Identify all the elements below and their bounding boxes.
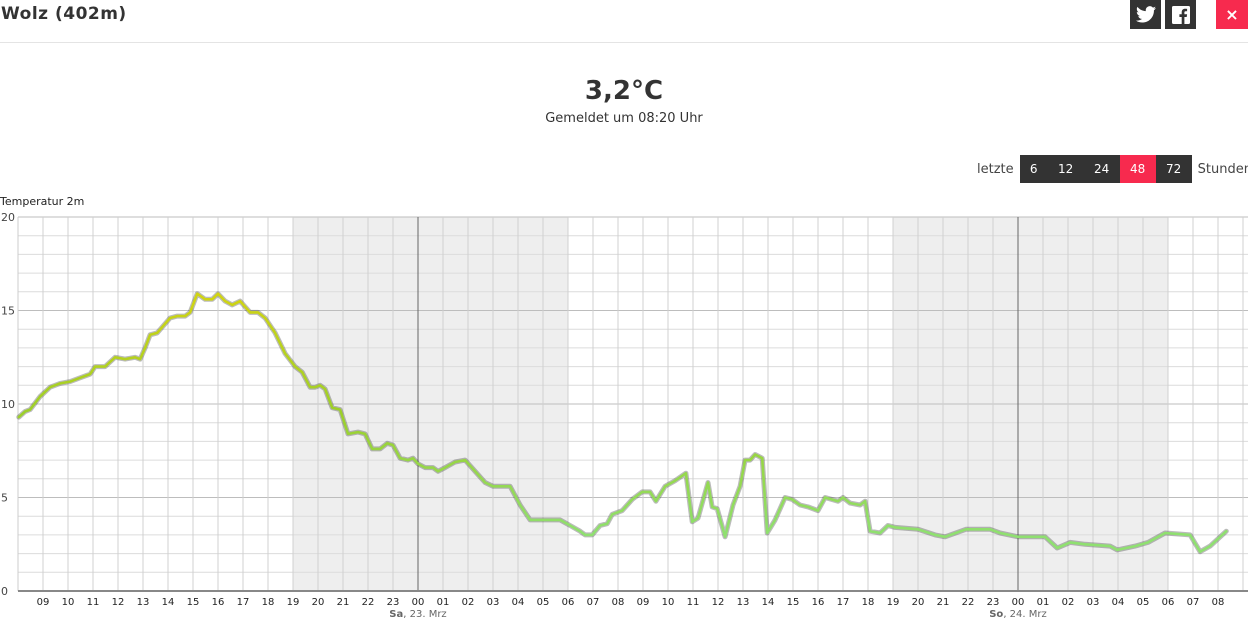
x-tick-label: 15: [187, 597, 200, 608]
x-tick-label: 18: [862, 597, 875, 608]
x-tick-label: 11: [87, 597, 100, 608]
y-tick-label: 15: [1, 305, 15, 318]
temperature-line: [17, 292, 1228, 554]
x-tick-label: 13: [737, 597, 750, 608]
x-tick-label: 19: [887, 597, 900, 608]
x-tick-label: 03: [487, 597, 500, 608]
current-temperature: 3,2°C: [584, 76, 664, 106]
x-tick-label: 01: [1037, 597, 1050, 608]
x-tick-label: 20: [912, 597, 925, 608]
x-tick-label: 17: [237, 597, 250, 608]
x-tick-label: 20: [312, 597, 325, 608]
x-tick-label: 04: [1112, 597, 1125, 608]
twitter-icon: [1135, 6, 1156, 23]
header-divider: [0, 42, 1248, 43]
x-tick-label: 10: [662, 597, 675, 608]
y-tick-label: 10: [1, 398, 15, 411]
x-tick-label: 12: [112, 597, 125, 608]
x-tick-label: 07: [1187, 597, 1200, 608]
x-tick-label: 14: [162, 597, 175, 608]
range-button-6[interactable]: 6: [1019, 155, 1048, 183]
station-title: Wolz (402m): [1, 4, 127, 24]
x-tick-label: 21: [937, 597, 950, 608]
x-tick-label: 18: [262, 597, 275, 608]
y-tick-label: 0: [1, 585, 8, 598]
range-suffix: Stunden: [1197, 161, 1248, 177]
close-icon: ×: [1225, 5, 1239, 24]
x-tick-label: 15: [787, 597, 800, 608]
time-range-selector: letzte 6 12 24 48 72 Stunden: [977, 155, 1248, 183]
x-tick-label: 19: [287, 597, 300, 608]
x-tick-label: 13: [137, 597, 150, 608]
day-label: So, 24. Mrz: [989, 609, 1047, 620]
x-tick-label: 05: [1137, 597, 1150, 608]
x-tick-label: 04: [512, 597, 525, 608]
x-tick-label: 06: [1162, 597, 1175, 608]
x-tick-label: 00: [412, 597, 425, 608]
facebook-icon: [1171, 5, 1190, 24]
x-tick-label: 17: [837, 597, 850, 608]
x-tick-label: 16: [212, 597, 225, 608]
x-tick-label: 23: [387, 597, 400, 608]
range-prefix: letzte: [977, 161, 1014, 177]
x-tick-label: 21: [337, 597, 350, 608]
x-tick-label: 02: [462, 597, 475, 608]
y-tick-label: 20: [1, 211, 15, 224]
x-tick-label: 11: [687, 597, 700, 608]
range-button-24[interactable]: 24: [1083, 155, 1120, 183]
report-time: Gemeldet um 08:20 Uhr: [545, 111, 703, 126]
x-tick-label: 22: [362, 597, 375, 608]
x-tick-label: 07: [587, 597, 600, 608]
twitter-share-button[interactable]: [1130, 0, 1161, 29]
x-tick-label: 16: [812, 597, 825, 608]
facebook-share-button[interactable]: [1165, 0, 1196, 29]
x-tick-label: 05: [537, 597, 550, 608]
close-button[interactable]: ×: [1216, 0, 1248, 29]
x-tick-label: 08: [1212, 597, 1225, 608]
range-button-72[interactable]: 72: [1155, 155, 1192, 183]
x-tick-label: 09: [37, 597, 50, 608]
x-tick-label: 14: [762, 597, 775, 608]
y-tick-label: 5: [1, 492, 8, 505]
x-tick-label: 06: [562, 597, 575, 608]
range-button-12[interactable]: 12: [1047, 155, 1084, 183]
x-tick-label: 23: [987, 597, 1000, 608]
x-tick-label: 10: [62, 597, 75, 608]
x-tick-label: 09: [637, 597, 650, 608]
x-tick-label: 02: [1062, 597, 1075, 608]
x-tick-label: 03: [1087, 597, 1100, 608]
range-button-48[interactable]: 48: [1119, 155, 1156, 183]
x-tick-label: 00: [1012, 597, 1025, 608]
chart-title: Temperatur 2m: [0, 195, 85, 208]
day-label: Sa, 23. Mrz: [389, 609, 446, 620]
x-tick-label: 12: [712, 597, 725, 608]
x-tick-label: 22: [962, 597, 975, 608]
x-tick-label: 01: [437, 597, 450, 608]
x-tick-label: 08: [612, 597, 625, 608]
